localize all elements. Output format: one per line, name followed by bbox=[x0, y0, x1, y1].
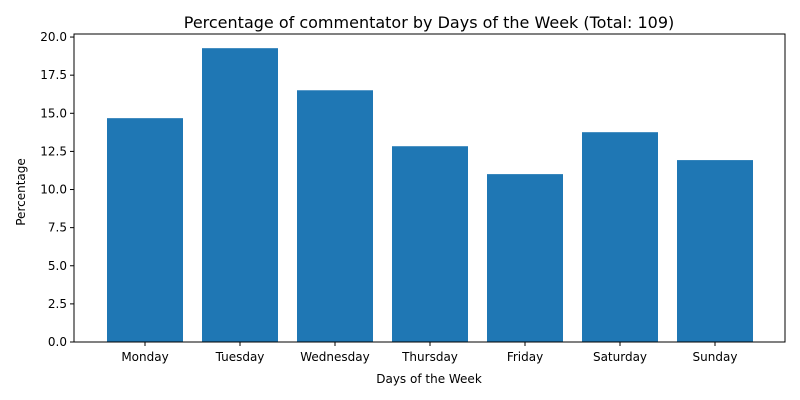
y-tick-label-8: 20.0 bbox=[40, 30, 67, 44]
x-tick-label-thursday: Thursday bbox=[401, 350, 458, 364]
y-tick-label-3: 7.5 bbox=[48, 221, 67, 235]
x-tick-label-saturday: Saturday bbox=[593, 350, 647, 364]
y-tick-label-6: 15.0 bbox=[40, 106, 67, 120]
bar-saturday bbox=[582, 132, 658, 342]
y-axis: 0.0 2.5 5.0 7.5 10.0 12.5 15.0 17.5 20.0 bbox=[40, 30, 74, 349]
bar-tuesday bbox=[202, 48, 278, 342]
chart-title: Percentage of commentator by Days of the… bbox=[184, 13, 675, 32]
x-tick-label-wednesday: Wednesday bbox=[300, 350, 369, 364]
x-tick-label-tuesday: Tuesday bbox=[215, 350, 265, 364]
y-axis-label: Percentage bbox=[14, 158, 28, 226]
x-axis: Monday Tuesday Wednesday Thursday Friday Satu… bbox=[121, 342, 737, 364]
bar-monday bbox=[107, 118, 183, 342]
x-tick-label-sunday: Sunday bbox=[693, 350, 738, 364]
y-tick-label-2: 5.0 bbox=[48, 259, 67, 273]
y-tick-label-1: 2.5 bbox=[48, 297, 67, 311]
y-tick-label-4: 10.0 bbox=[40, 183, 67, 197]
x-tick-label-friday: Friday bbox=[507, 350, 543, 364]
bars-group bbox=[107, 48, 753, 342]
y-tick-label-5: 12.5 bbox=[40, 144, 67, 158]
bar-friday bbox=[487, 174, 563, 342]
bar-thursday bbox=[392, 146, 468, 342]
bar-sunday bbox=[677, 160, 753, 342]
x-axis-label: Days of the Week bbox=[376, 372, 482, 386]
y-tick-label-7: 17.5 bbox=[40, 68, 67, 82]
x-tick-label-monday: Monday bbox=[121, 350, 168, 364]
bar-wednesday bbox=[297, 90, 373, 342]
plot-frame bbox=[73, 33, 786, 343]
y-tick-label-0: 0.0 bbox=[48, 335, 67, 349]
